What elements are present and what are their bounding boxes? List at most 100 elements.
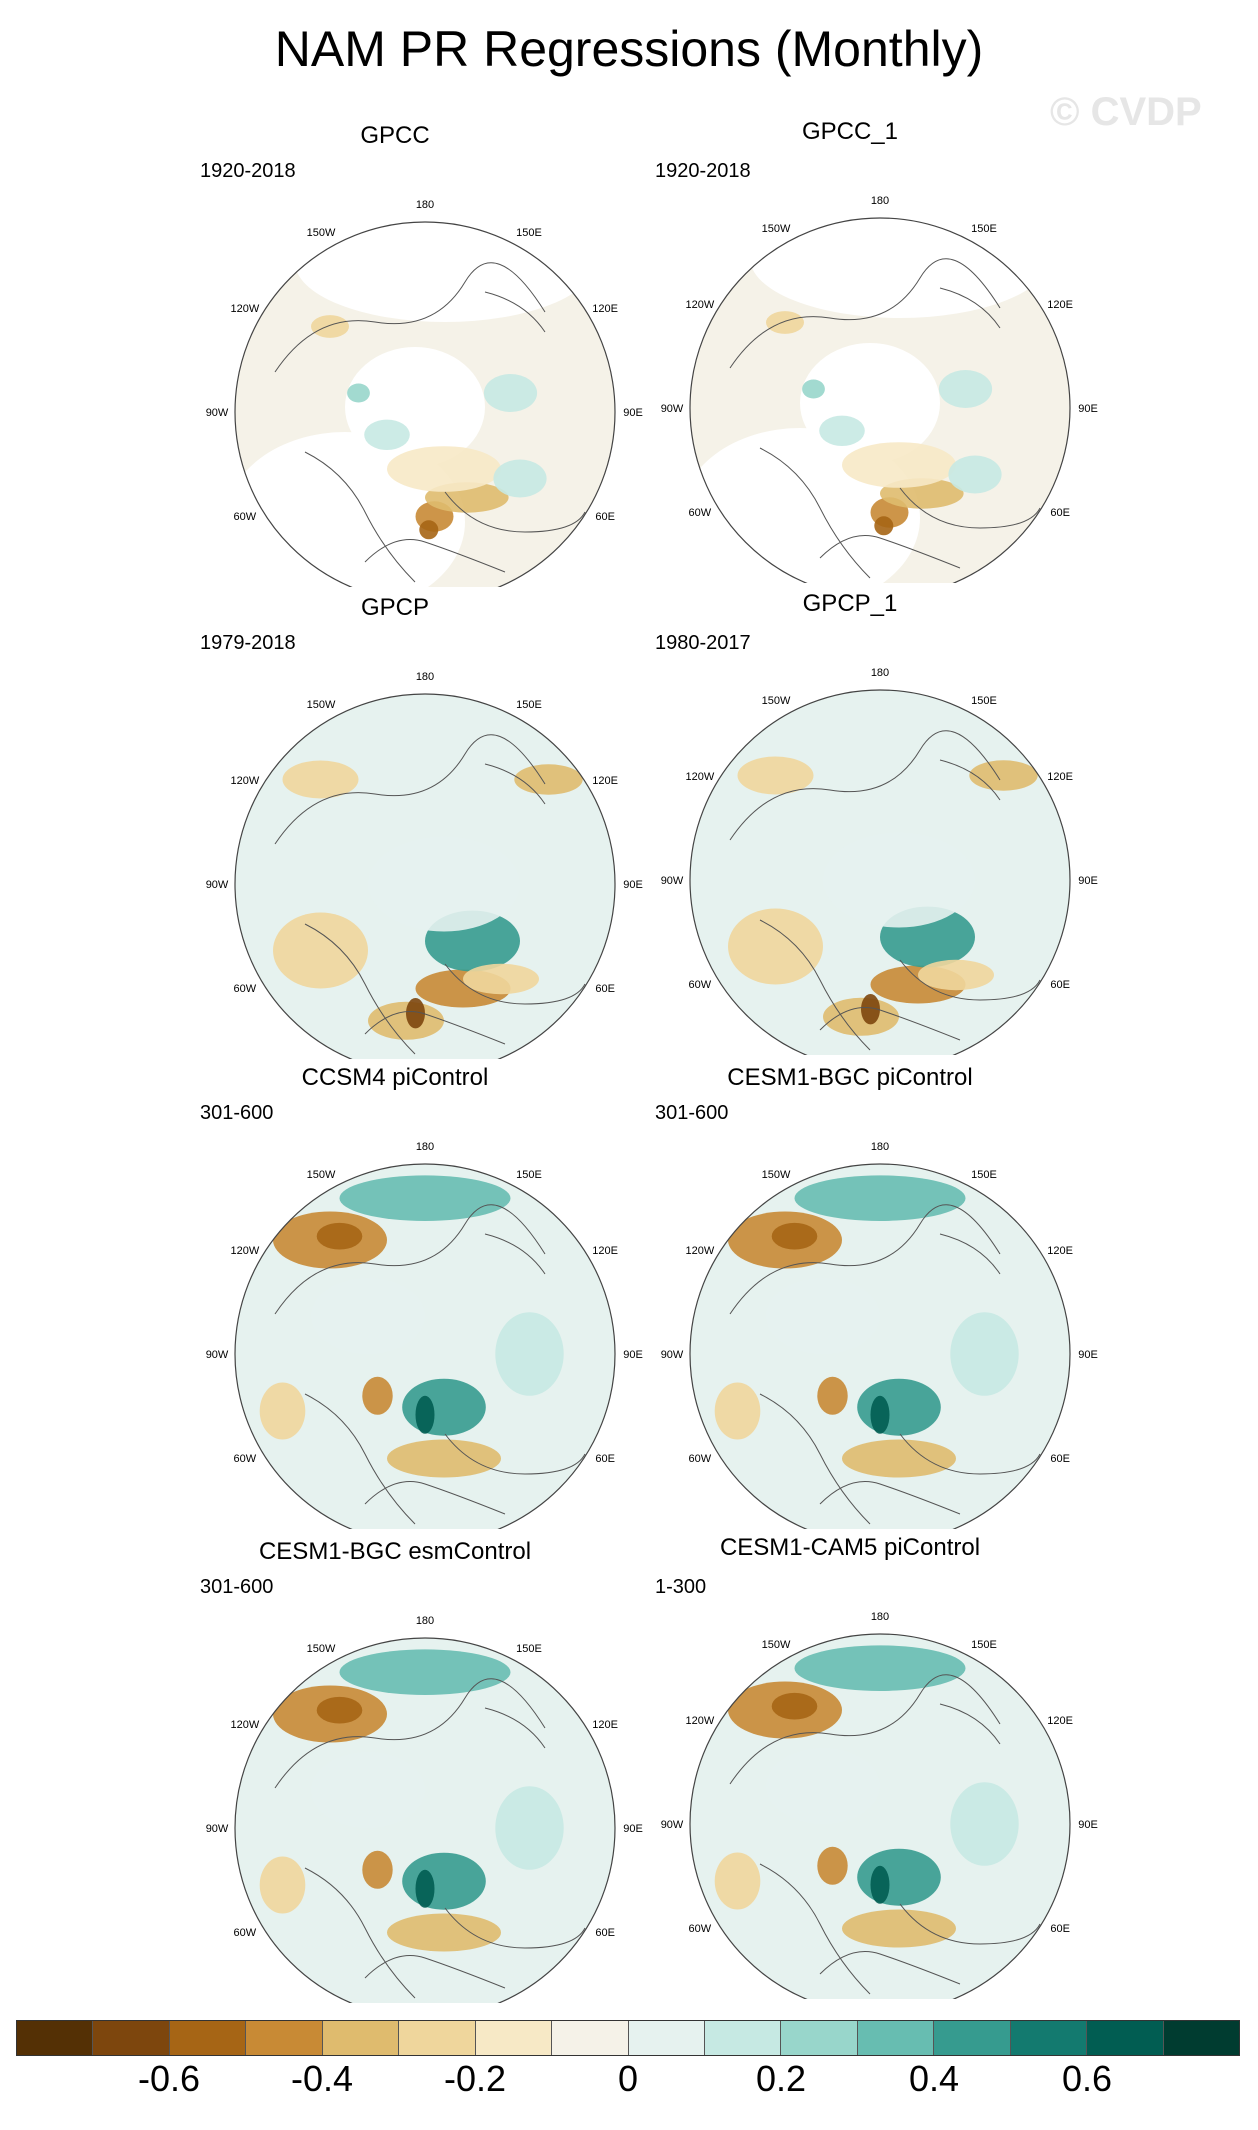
longitude-label: 60E bbox=[1050, 507, 1070, 519]
longitude-label: 120W bbox=[230, 1245, 259, 1257]
longitude-label: 60W bbox=[234, 1927, 257, 1939]
longitude-label: 60E bbox=[1050, 979, 1070, 991]
colorbar-labels: -0.6 -0.4 -0.2 0 0.2 0.4 0.6 bbox=[16, 2058, 1240, 2108]
polar-map: 180150E120E90E60E30E030W60W90W120W150W bbox=[661, 1611, 1098, 1999]
colorbar-swatch bbox=[169, 2021, 247, 2055]
longitude-label: 150E bbox=[971, 1639, 997, 1651]
longitude-label: 90W bbox=[661, 1819, 684, 1831]
longitude-label: 60W bbox=[689, 1453, 712, 1465]
longitude-label: 120E bbox=[1047, 1715, 1073, 1727]
polar-map: 180150E120E90E60E30E030W60W90W120W150W bbox=[661, 667, 1098, 1055]
colorbar-tick-label: 0.2 bbox=[755, 2058, 807, 2099]
map-panel-ccsm4-picontrol: CCSM4 piControl 301-600 180 150E 120E 90E 60… bbox=[200, 1064, 700, 1534]
map-panel-gpcp-1: GPCP_1 1980-2017 180150E120E90E60E30E030… bbox=[655, 590, 1155, 1060]
longitude-label: 150W bbox=[762, 1639, 791, 1651]
longitude-label: 120W bbox=[230, 1719, 259, 1731]
longitude-label: 60W bbox=[689, 1923, 712, 1935]
panel-title: GPCC bbox=[360, 122, 430, 149]
longitude-label: 120E bbox=[592, 1245, 618, 1257]
coastline bbox=[729, 1204, 1041, 1525]
longitude-label: 90W bbox=[206, 1349, 229, 1361]
longitude-label: 60E bbox=[595, 1453, 615, 1465]
colorbar-swatch bbox=[1163, 2021, 1239, 2055]
map-panel-gpcc: GPCC 1920-2018 180150E120E90E60E30E030W6… bbox=[200, 122, 700, 592]
longitude-label: 60W bbox=[234, 983, 257, 995]
coastline bbox=[729, 1674, 1041, 1995]
coastline bbox=[274, 1678, 586, 1999]
longitude-label: 60W bbox=[234, 1453, 257, 1465]
panel-period: 1-300 bbox=[655, 1576, 707, 1598]
page-title: NAM PR Regressions (Monthly) bbox=[274, 21, 984, 77]
longitude-label: 90W bbox=[206, 1823, 229, 1835]
panel-period: 1920-2018 bbox=[655, 160, 751, 182]
longitude-label: 180 bbox=[416, 1615, 434, 1627]
map-panel-gpcc-1: GPCC_1 1920-2018 180150E120E90E60E30E030… bbox=[655, 118, 1155, 588]
longitude-label: 120W bbox=[685, 1715, 714, 1727]
panel-title: GPCC_1 bbox=[801, 118, 899, 145]
polar-map: 180150E120E90E60E30E030W60W90W120W150W bbox=[661, 1141, 1098, 1529]
polar-map: 180150E120E90E60E30E030W60W90W120W150W bbox=[206, 1141, 643, 1529]
longitude-label: 150W bbox=[762, 1169, 791, 1181]
colorbar-tick-label: 0.6 bbox=[1061, 2058, 1113, 2099]
longitude-label: 60E bbox=[595, 511, 615, 523]
coastline bbox=[274, 734, 586, 1055]
colorbar-swatch bbox=[1010, 2021, 1088, 2055]
longitude-label: 180 bbox=[416, 199, 434, 211]
polar-map: 180150E120E90E60E30E030W60W90W120W150W bbox=[661, 195, 1098, 583]
longitude-label: 150W bbox=[762, 223, 791, 235]
panel-period: 301-600 bbox=[200, 1102, 274, 1124]
colorbar-tick-label: -0.2 bbox=[443, 2058, 507, 2099]
longitude-label: 150E bbox=[516, 227, 542, 239]
colorbar-swatch bbox=[93, 2021, 170, 2055]
longitude-label: 120E bbox=[1047, 299, 1073, 311]
polar-map: 180150E120E90E60E30E030W60W90W120W150W bbox=[206, 1615, 643, 2003]
coastline bbox=[729, 258, 1041, 579]
longitude-label: 90E bbox=[623, 879, 643, 891]
panel-title: CCSM4 piControl bbox=[301, 1064, 489, 1091]
longitude-label: 90W bbox=[661, 403, 684, 415]
panel-period: 1979-2018 bbox=[200, 632, 296, 654]
longitude-label: 60E bbox=[1050, 1923, 1070, 1935]
colorbar-tick-label: -0.4 bbox=[290, 2058, 354, 2099]
coastline bbox=[274, 262, 586, 583]
longitude-label: 90E bbox=[1078, 403, 1098, 415]
colorbar-swatch bbox=[1087, 2021, 1164, 2055]
longitude-label: 90E bbox=[1078, 875, 1098, 887]
map-panel-cesm1-bgc-esmcontrol: CESM1-BGC esmControl 301-600 180 150E 120E… bbox=[200, 1538, 700, 2008]
map-panel-cesm1-cam5-picontrol: CESM1-CAM5 piControl 1-300 180 150E 120E 90… bbox=[655, 1534, 1155, 2004]
colorbar-swatch bbox=[399, 2021, 476, 2055]
panel-period: 1920-2018 bbox=[200, 160, 296, 182]
longitude-label: 150E bbox=[971, 1169, 997, 1181]
colorbar-swatch bbox=[628, 2021, 705, 2055]
longitude-label: 180 bbox=[416, 671, 434, 683]
longitude-label: 150E bbox=[971, 695, 997, 707]
longitude-label: 90W bbox=[206, 407, 229, 419]
longitude-label: 120E bbox=[592, 1719, 618, 1731]
longitude-label: 60E bbox=[595, 983, 615, 995]
coastline bbox=[274, 1204, 586, 1525]
longitude-label: 60W bbox=[689, 507, 712, 519]
longitude-label: 60W bbox=[689, 979, 712, 991]
longitude-label: 120W bbox=[685, 771, 714, 783]
longitude-label: 90E bbox=[623, 1823, 643, 1835]
longitude-label: 90E bbox=[1078, 1349, 1098, 1361]
longitude-label: 60E bbox=[1050, 1453, 1070, 1465]
map-panel-cesm1-bgc-picontrol: CESM1-BGC piControl 301-600 180 150E 120E 9… bbox=[655, 1064, 1155, 1534]
longitude-label: 150W bbox=[307, 1643, 336, 1655]
longitude-label: 120E bbox=[592, 775, 618, 787]
longitude-label: 90E bbox=[623, 407, 643, 419]
map-panel-gpcp: GPCP 1979-2018 180150E120E90E60E30E030W6… bbox=[200, 594, 700, 1064]
longitude-label: 150W bbox=[307, 1169, 336, 1181]
longitude-label: 180 bbox=[416, 1141, 434, 1153]
longitude-label: 120W bbox=[685, 299, 714, 311]
colorbar-swatch bbox=[857, 2021, 935, 2055]
colorbar bbox=[16, 2020, 1240, 2056]
colorbar-swatch bbox=[704, 2021, 782, 2055]
polar-map: 180150E120E90E60E30E030W60W90W120W150W bbox=[206, 199, 643, 587]
panel-title: CESM1-BGC piControl bbox=[727, 1064, 973, 1091]
colorbar-swatch bbox=[552, 2021, 629, 2055]
colorbar-tick-label: -0.6 bbox=[137, 2058, 201, 2099]
colorbar-swatch bbox=[17, 2021, 94, 2055]
longitude-label: 120W bbox=[230, 303, 259, 315]
panel-period: 301-600 bbox=[655, 1102, 729, 1124]
